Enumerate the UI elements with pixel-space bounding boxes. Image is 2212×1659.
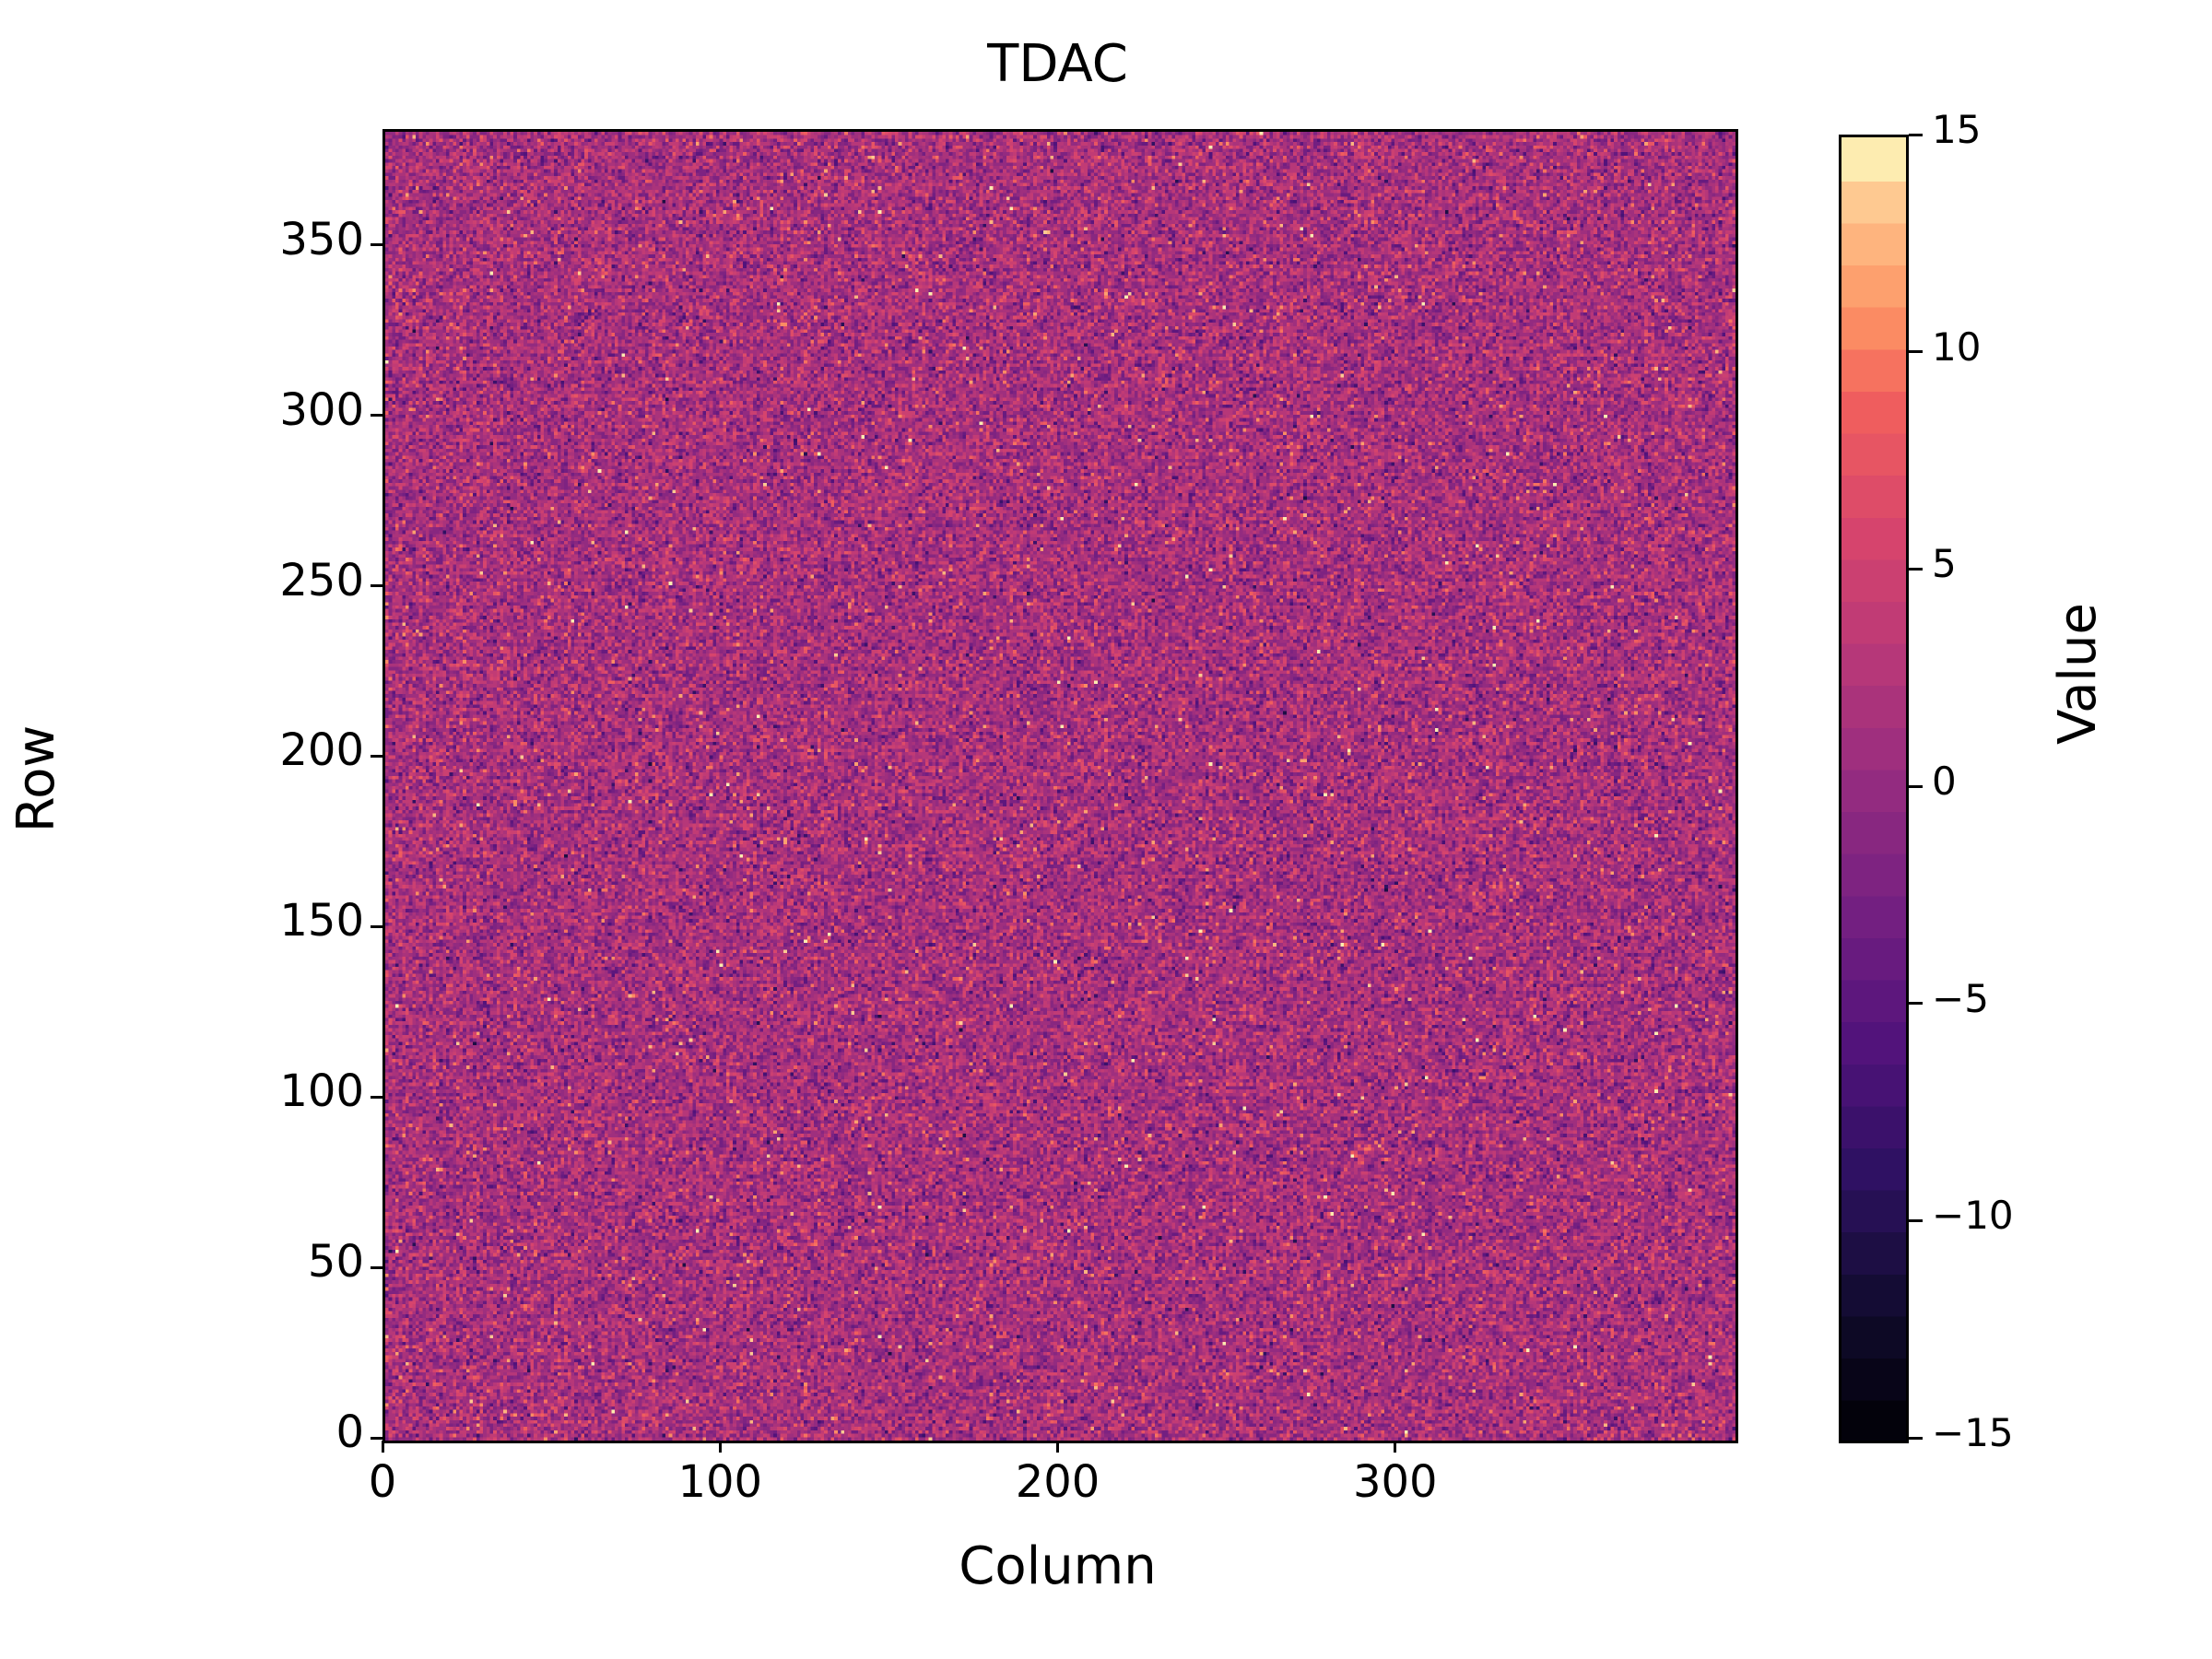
x-tick-label: 0: [368, 1456, 397, 1508]
x-tick-label: 300: [1352, 1456, 1438, 1508]
y-tick-mark: [371, 1265, 382, 1269]
x-tick-mark: [1056, 1441, 1059, 1453]
colorbar-tick-mark: [1909, 1218, 1923, 1222]
y-tick-mark: [371, 243, 382, 247]
y-tick-label: 0: [335, 1406, 364, 1458]
x-tick-mark: [381, 1441, 384, 1453]
colorbar-label: Value: [2048, 603, 2108, 745]
y-tick-mark: [371, 1095, 382, 1099]
y-tick-mark: [371, 584, 382, 588]
colorbar-tick-label: 15: [1932, 107, 1982, 152]
colorbar-tick-mark: [1909, 567, 1923, 571]
y-tick-mark: [371, 1436, 382, 1440]
x-axis-label: Column: [959, 1536, 1157, 1596]
y-tick-label: 50: [307, 1236, 364, 1288]
y-tick-label: 100: [279, 1065, 364, 1118]
heatmap-image: [385, 132, 1735, 1441]
colorbar-gradient: [1841, 137, 1906, 1441]
colorbar[interactable]: [1839, 135, 1909, 1443]
colorbar-tick-mark: [1909, 133, 1923, 136]
y-tick-label: 200: [279, 724, 364, 777]
x-tick-mark: [718, 1441, 722, 1453]
y-tick-label: 250: [279, 554, 364, 606]
y-tick-label: 350: [279, 213, 364, 265]
y-tick-label: 150: [279, 895, 364, 947]
colorbar-tick-label: 0: [1932, 759, 1957, 804]
colorbar-tick-mark: [1909, 350, 1923, 354]
colorbar-tick-label: −10: [1932, 1193, 2014, 1239]
heatmap-axes[interactable]: [382, 129, 1738, 1443]
colorbar-tick-mark: [1909, 1436, 1923, 1440]
colorbar-tick-label: −5: [1932, 975, 1989, 1021]
chart-title: TDAC: [987, 34, 1128, 94]
colorbar-tick-mark: [1909, 1002, 1923, 1006]
x-tick-mark: [1394, 1441, 1397, 1453]
colorbar-tick-mark: [1909, 784, 1923, 788]
y-tick-mark: [371, 414, 382, 418]
colorbar-tick-label: 5: [1932, 541, 1957, 587]
x-tick-label: 100: [677, 1456, 763, 1508]
y-tick-mark: [371, 754, 382, 758]
colorbar-tick-label: 10: [1932, 324, 1982, 370]
y-tick-mark: [371, 924, 382, 928]
x-tick-label: 200: [1015, 1456, 1100, 1508]
y-tick-label: 300: [279, 383, 364, 436]
y-axis-label: Row: [6, 724, 66, 833]
colorbar-tick-label: −15: [1932, 1410, 2014, 1455]
